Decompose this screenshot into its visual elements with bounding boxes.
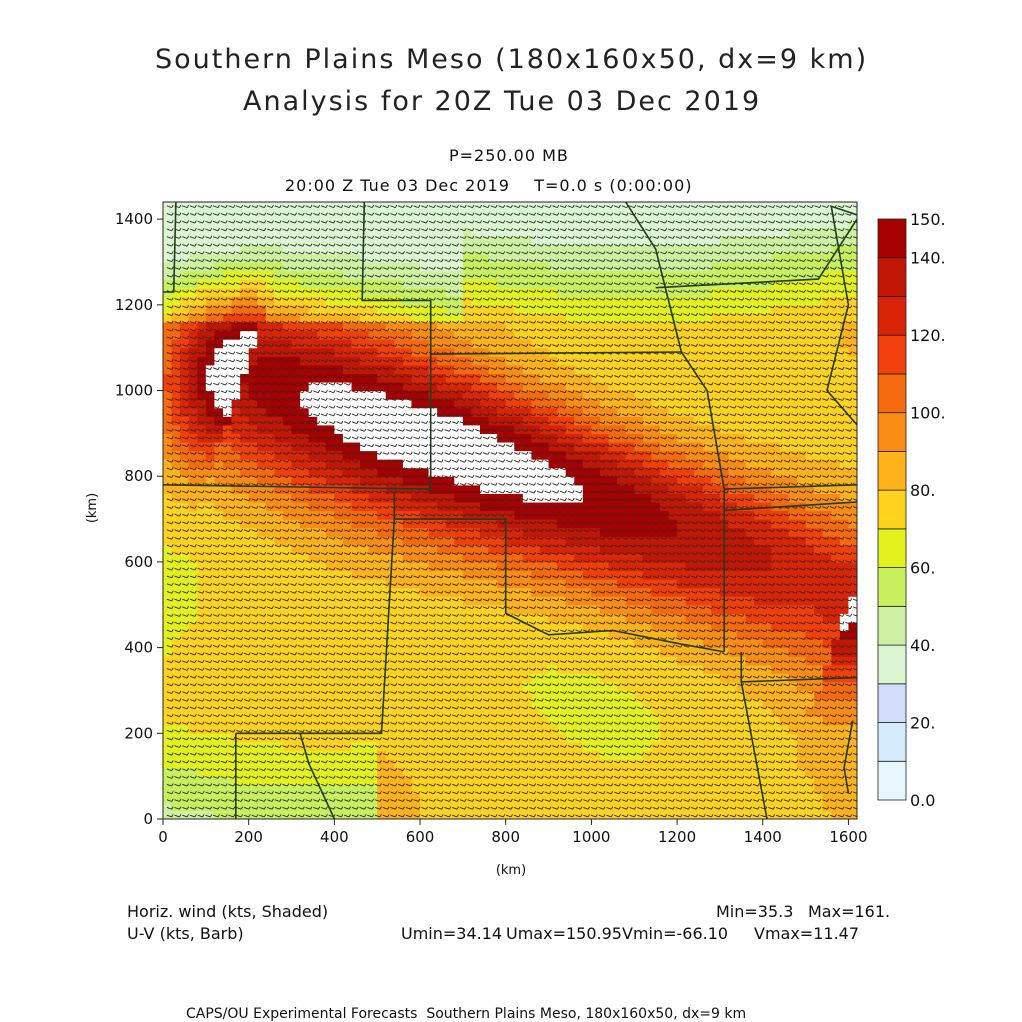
colorbar-bin — [877, 450, 907, 491]
colorbar: 0.0 20. 40. 60. 80. 100. 120. 140. 150. — [877, 210, 946, 810]
y-tick-label: 600 — [124, 553, 153, 571]
chart-title-line1: Southern Plains Meso (180x160x50, dx=9 k… — [155, 44, 868, 75]
stat-min: Min=35.3 — [716, 902, 793, 921]
valid-time: 20:00 Z Tue 03 Dec 2019 T=0.0 s (0:00:00… — [285, 176, 693, 195]
x-tick-label: 400 — [320, 828, 349, 846]
wind-speed-field — [163, 202, 857, 819]
y-tick-label: 0 — [143, 810, 153, 828]
colorbar-label: 20. — [910, 714, 935, 733]
y-axis: 0 200 400 600 800 1000 1200 1400 — [115, 210, 163, 828]
y-axis-label: (km) — [85, 493, 100, 523]
x-tick-label: 1600 — [829, 828, 867, 846]
stat-umin: Umin=34.14 — [401, 924, 502, 943]
y-tick-label: 200 — [124, 724, 153, 742]
variable-label: Horiz. wind (kts, Shaded) — [127, 902, 328, 921]
colorbar-bin — [877, 257, 907, 297]
overlay-label: U-V (kts, Barb) — [127, 924, 244, 943]
colorbar-label: 0.0 — [910, 791, 935, 810]
colorbar-bin — [877, 683, 907, 723]
colorbar-bin — [877, 373, 907, 414]
colorbar-label: 120. — [910, 326, 946, 345]
colorbar-bin — [877, 567, 907, 607]
x-tick-label: 0 — [158, 828, 168, 846]
y-tick-label: 1000 — [115, 382, 153, 400]
colorbar-label: 140. — [910, 249, 946, 268]
stat-max: Max=161. — [808, 902, 890, 921]
x-tick-label: 600 — [406, 828, 435, 846]
colorbar-bin — [877, 528, 907, 568]
x-tick-label: 1000 — [572, 828, 610, 846]
colorbar-label: 150. — [910, 210, 946, 229]
colorbar-label: 80. — [910, 481, 935, 500]
colorbar-bin — [877, 218, 907, 259]
x-axis: 0 200 400 600 800 1000 1200 1400 1600 — [158, 819, 868, 846]
colorbar-bin — [877, 644, 907, 685]
colorbar-bin — [877, 605, 907, 646]
state-borders — [163, 202, 857, 819]
plot-frame — [162, 201, 858, 820]
colorbar-label: 60. — [910, 559, 935, 578]
x-tick-label: 800 — [491, 828, 520, 846]
x-tick-label: 1400 — [744, 828, 782, 846]
colorbar-bin — [877, 722, 907, 762]
colorbar-bin — [877, 296, 907, 336]
x-tick-label: 1200 — [658, 828, 696, 846]
x-axis-label: (km) — [496, 863, 526, 878]
chart-title-line2: Analysis for 20Z Tue 03 Dec 2019 — [243, 86, 761, 117]
footer-credit: CAPS/OU Experimental Forecasts Southern … — [186, 1006, 746, 1022]
y-tick-label: 1200 — [115, 296, 153, 314]
colorbar-label: 40. — [910, 636, 935, 655]
colorbar-bin — [877, 489, 907, 530]
x-tick-label: 200 — [234, 828, 263, 846]
stat-vmin: Vmin=-66.10 — [622, 924, 728, 943]
stat-vmax: Vmax=11.47 — [754, 924, 859, 943]
colorbar-bin — [877, 334, 907, 375]
colorbar-bin — [877, 412, 907, 452]
y-tick-label: 1400 — [115, 210, 153, 228]
y-tick-label: 800 — [124, 467, 153, 485]
colorbar-label: 100. — [910, 404, 946, 423]
y-tick-label: 400 — [124, 639, 153, 657]
stat-umax: Umax=150.95 — [506, 924, 622, 943]
colorbar-bin — [877, 760, 907, 801]
pressure-level: P=250.00 MB — [449, 146, 569, 165]
